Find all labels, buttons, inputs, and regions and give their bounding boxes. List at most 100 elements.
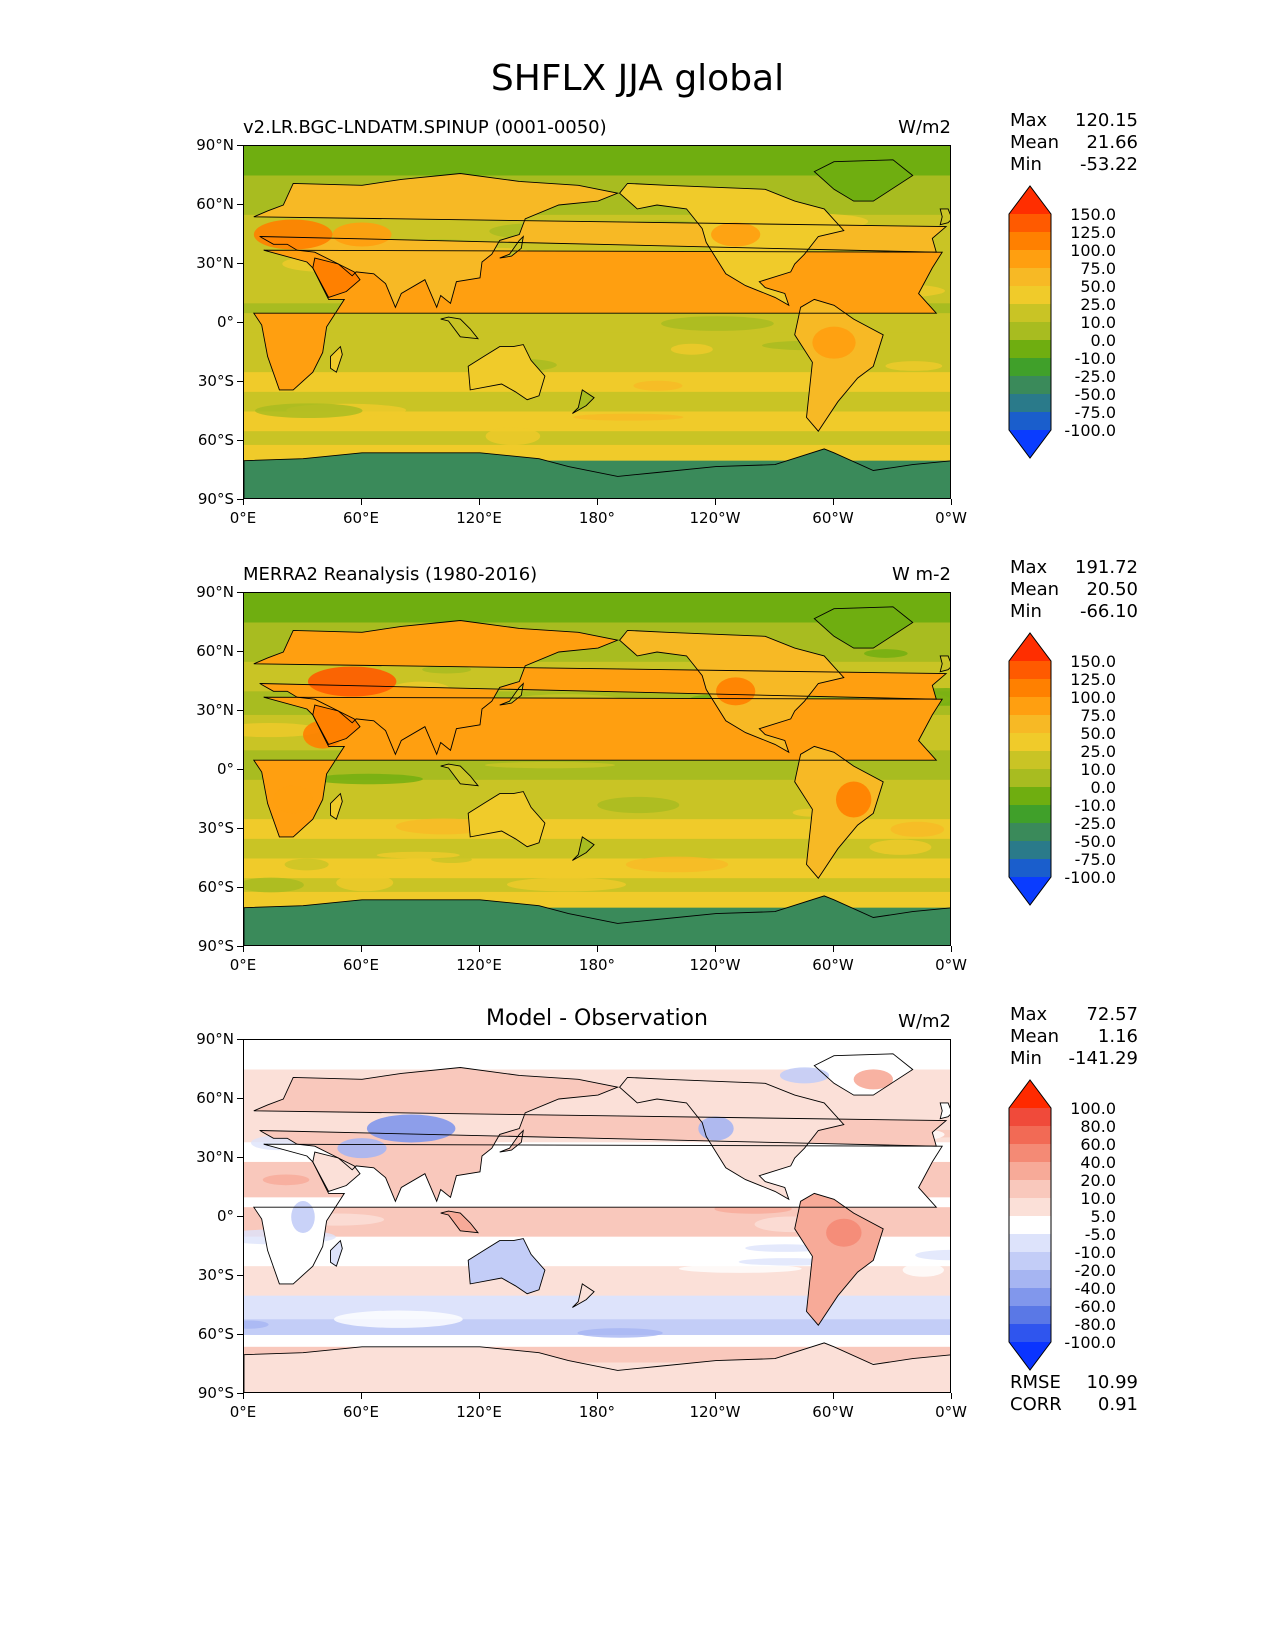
stats-block: Max 120.15 Mean 21.66 Min -53.22: [1010, 110, 1138, 176]
coastline-greenland: [813, 159, 914, 202]
field-band: [244, 372, 950, 393]
colorbar-box: [1009, 733, 1051, 752]
field-patch: [336, 874, 394, 892]
stats-block: Max 72.57 Mean 1.16 Min -141.29: [1010, 1004, 1138, 1070]
field-anomaly: [711, 222, 761, 247]
y-tick-label: 30°S: [197, 372, 234, 390]
land-antarctica: [244, 448, 950, 498]
land-australia: [468, 344, 545, 400]
colorbar-box: [1009, 1216, 1051, 1235]
coastline-samerica: [794, 298, 884, 432]
x-tick-label: 120°E: [456, 509, 502, 527]
field-anomaly: [716, 677, 756, 706]
field-patch: [890, 821, 945, 837]
x-tick-label: 60°E: [342, 956, 380, 974]
y-tick: [237, 1334, 243, 1335]
colorbar-tick-label: -25.0: [1074, 814, 1116, 833]
x-tick: [243, 946, 244, 952]
colorbar-tick-label: 20.0: [1080, 1171, 1116, 1190]
field-patch: [885, 361, 943, 371]
colorbar-tick-label: 10.0: [1080, 313, 1116, 332]
metric-value: 10.99: [1086, 1372, 1138, 1393]
metric-label: RMSE: [1010, 1372, 1061, 1393]
y-tick: [237, 887, 243, 888]
coastline-greenland: [813, 606, 914, 649]
y-tick-label: 60°N: [196, 1089, 234, 1107]
colorbar-tick-label: 25.0: [1080, 742, 1116, 761]
colorbar-tick-label: 75.0: [1080, 259, 1116, 278]
x-tick-label: 60°W: [812, 956, 854, 974]
x-tick: [361, 1393, 362, 1399]
land-arabia: [312, 258, 360, 298]
field-patch: [244, 877, 304, 893]
coastline-samerica: [794, 1192, 884, 1326]
land-greenland: [814, 159, 913, 202]
field-anomaly: [337, 1138, 387, 1159]
x-tick-label: 120°E: [456, 956, 502, 974]
y-tick: [237, 651, 243, 652]
y-tick-label: 30°N: [196, 1148, 234, 1166]
field-patch: [661, 316, 774, 331]
y-tick-label: 30°N: [196, 254, 234, 272]
colorbar-box: [1009, 232, 1051, 251]
land-madagascar: [330, 346, 343, 373]
coastline-antarctica: [244, 1342, 950, 1392]
coastline-eurasia: [253, 173, 948, 309]
field-patch: [597, 796, 680, 814]
metric-corr: CORR 0.91: [1010, 1394, 1138, 1416]
colorbar-tick-label: -10.0: [1074, 796, 1116, 815]
field-band: [244, 431, 950, 446]
colorbar-tick-label: 100.0: [1070, 688, 1116, 707]
colorbar-tick-label: 0.0: [1090, 778, 1116, 797]
colorbar-box: [1009, 1162, 1051, 1181]
colorbar: [1008, 632, 1052, 906]
stat-value: 191.72: [1075, 557, 1138, 578]
stat-label: Min: [1010, 601, 1042, 622]
colorbar-extend-max: [1009, 1080, 1051, 1108]
colorbar-box: [1009, 1288, 1051, 1307]
field-patch: [902, 1263, 944, 1277]
x-tick: [479, 499, 480, 505]
stat-label: Min: [1010, 154, 1042, 175]
stat-label: Max: [1010, 110, 1048, 131]
field-patch: [577, 1328, 663, 1338]
colorbar-tick-label: 75.0: [1080, 706, 1116, 725]
field-anomaly: [835, 781, 872, 818]
field-patch: [869, 839, 932, 855]
land-antarctica: [244, 1342, 950, 1392]
stat-label: Mean: [1010, 132, 1060, 153]
field-anomaly: [853, 1069, 893, 1090]
field-patch: [738, 1258, 835, 1266]
map-plot: [243, 1039, 951, 1393]
colorbar-box: [1009, 214, 1051, 233]
x-tick: [243, 499, 244, 505]
coastline-arabia: [312, 1151, 361, 1192]
field-patch: [395, 818, 492, 835]
coastline-australia: [467, 791, 546, 848]
coastline-japan: [499, 1129, 524, 1153]
y-tick-label: 60°S: [197, 878, 234, 896]
y-tick-label: 0°: [216, 313, 234, 331]
x-tick: [597, 946, 598, 952]
field-patch: [422, 665, 472, 674]
x-tick-label: 0°W: [935, 1403, 967, 1421]
colorbar-box: [1009, 661, 1051, 680]
colorbar-box: [1009, 376, 1051, 395]
x-tick-label: 0°E: [229, 956, 257, 974]
land-greenland: [814, 606, 913, 649]
land-africa: [253, 1144, 943, 1284]
colorbar-extend-min: [1009, 1342, 1051, 1370]
coastline-seAsia: [440, 763, 480, 787]
colorbar-tick-label: 5.0: [1090, 1207, 1116, 1226]
y-tick: [237, 1039, 243, 1040]
stat-min: Min -53.22: [1010, 154, 1138, 176]
land-samerica: [794, 299, 884, 432]
coastline-africa: [252, 249, 944, 391]
coastline-eurasia: [253, 1067, 948, 1203]
x-tick: [479, 1393, 480, 1399]
x-tick: [361, 499, 362, 505]
coastline-africa: [252, 1143, 944, 1285]
coastline-greenland: [813, 1053, 914, 1096]
x-tick-label: 60°E: [342, 509, 380, 527]
x-tick: [715, 1393, 716, 1399]
